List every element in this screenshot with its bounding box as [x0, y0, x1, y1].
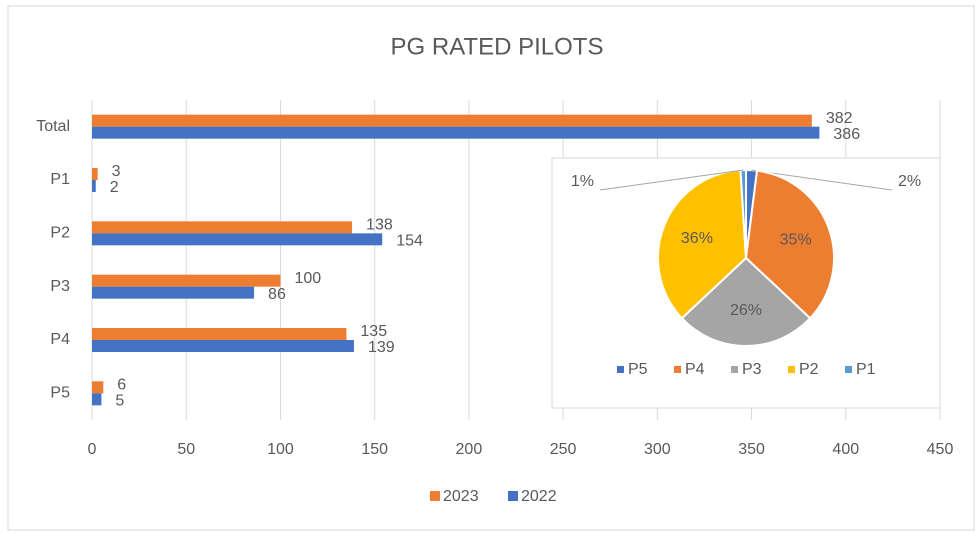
y-tick-label: Total [36, 118, 70, 135]
chart-title: PG RATED PILOTS [391, 33, 604, 60]
bar [92, 393, 102, 406]
data-label: 86 [268, 286, 286, 303]
bar [92, 381, 104, 394]
x-tick-label: 50 [177, 441, 195, 458]
data-label: 139 [368, 339, 395, 356]
y-tick-label: P3 [50, 278, 70, 295]
data-label: 138 [366, 217, 393, 234]
data-label: 135 [360, 323, 387, 340]
bar [92, 168, 98, 180]
bar [92, 274, 281, 287]
data-label: 5 [115, 393, 124, 410]
pie-slice [680, 256, 812, 347]
bar [92, 180, 96, 192]
x-tick-label: 150 [361, 441, 388, 458]
legend-label: P5 [628, 361, 648, 378]
bar [92, 114, 812, 127]
legend-swatch [617, 366, 624, 373]
bar [92, 233, 383, 246]
data-label: 26% [730, 302, 762, 319]
legend-swatch [674, 366, 681, 373]
data-label: 36% [681, 230, 713, 247]
data-label: 35% [780, 231, 812, 248]
data-label: 1% [571, 173, 594, 190]
legend-label: P2 [799, 361, 819, 378]
legend-label: 2022 [521, 488, 557, 505]
legend-swatch [430, 491, 440, 501]
data-label: 386 [833, 126, 860, 143]
x-tick-label: 300 [644, 441, 671, 458]
legend-label: P1 [856, 361, 876, 378]
y-tick-label: P1 [50, 171, 70, 188]
x-tick-label: 0 [88, 441, 97, 458]
x-tick-label: 200 [456, 441, 483, 458]
data-label: 100 [294, 270, 321, 287]
legend-swatch [508, 491, 518, 501]
x-tick-label: 350 [738, 441, 765, 458]
data-label: 2% [898, 173, 921, 190]
pie-slice [657, 169, 748, 320]
legend-label: 2023 [443, 488, 479, 505]
x-tick-label: 450 [927, 441, 954, 458]
data-label: 3 [112, 163, 121, 180]
bar [92, 126, 820, 139]
data-label: 382 [826, 110, 853, 127]
leader-line [599, 169, 744, 191]
legend-swatch [845, 366, 852, 373]
y-tick-label: P5 [50, 385, 70, 402]
bar [92, 340, 354, 352]
leader-line [751, 169, 893, 191]
bar [92, 221, 353, 234]
legend-swatch [788, 366, 795, 373]
y-tick-label: P2 [50, 225, 70, 242]
data-label: 2 [110, 179, 119, 196]
y-tick-label: P4 [50, 331, 70, 348]
data-label: 154 [396, 233, 423, 250]
bar [92, 328, 347, 340]
legend-label: P4 [685, 361, 705, 378]
bar [92, 286, 255, 299]
data-label: 6 [117, 377, 126, 394]
x-tick-label: 100 [267, 441, 294, 458]
legend-label: P3 [742, 361, 762, 378]
legend-swatch [731, 366, 738, 373]
x-tick-label: 400 [832, 441, 859, 458]
pie-slice [744, 169, 835, 320]
x-tick-label: 250 [550, 441, 577, 458]
